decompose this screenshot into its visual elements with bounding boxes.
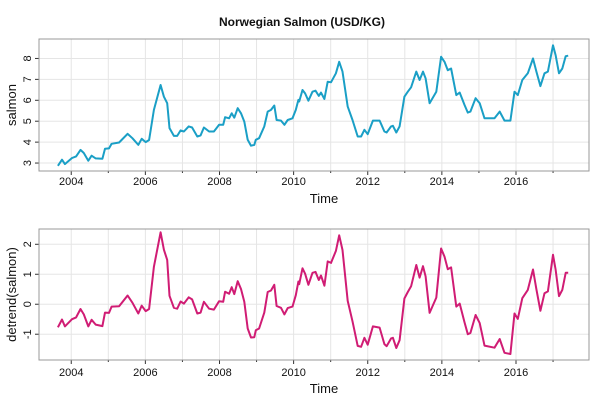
panel-border bbox=[39, 229, 589, 360]
x-tick-label: 2008 bbox=[207, 367, 231, 379]
x-tick-label: 2014 bbox=[430, 367, 454, 379]
x-tick-label: 2006 bbox=[133, 367, 157, 379]
y-tick-label: 2 bbox=[22, 241, 34, 247]
chart-title: Norwegian Salmon (USD/KG) bbox=[219, 15, 385, 29]
y-tick-label: 6 bbox=[22, 97, 34, 103]
x-tick-label: 2010 bbox=[281, 367, 305, 379]
y-tick-label: 5 bbox=[22, 118, 34, 124]
x-tick-label: 2008 bbox=[207, 176, 231, 188]
detrend-panel: 2004 2006 2008 2010 2012 2014 2016 -1 0 1 2 Time det… bbox=[4, 229, 589, 396]
y-tick-label: 8 bbox=[22, 55, 34, 61]
salmon-series-line bbox=[58, 45, 568, 166]
x-axis-label: Time bbox=[310, 381, 338, 396]
x-tick-label: 2016 bbox=[504, 367, 528, 379]
x-tick-label: 2012 bbox=[355, 176, 379, 188]
x-tick-label: 2016 bbox=[504, 176, 528, 188]
y-tick-label: 3 bbox=[22, 160, 34, 166]
x-tick-label: 2006 bbox=[133, 176, 157, 188]
x-axis-label: Time bbox=[310, 191, 338, 206]
x-tick-label: 2004 bbox=[59, 367, 83, 379]
y-axis-label: detrend(salmon) bbox=[4, 247, 19, 342]
x-tick-label: 2012 bbox=[355, 367, 379, 379]
detrend-series-line bbox=[58, 232, 568, 354]
salmon-panel: 2004 2006 2008 2010 2012 2014 2016 3 4 5 6 7 8 Time sa… bbox=[4, 39, 589, 206]
x-tick-label: 2004 bbox=[59, 176, 83, 188]
y-tick-label: 4 bbox=[22, 139, 34, 145]
x-tick-label: 2014 bbox=[430, 176, 454, 188]
x-tick-label: 2010 bbox=[281, 176, 305, 188]
y-tick-label: -1 bbox=[22, 329, 34, 339]
y-tick-label: 7 bbox=[22, 76, 34, 82]
y-tick-label: 0 bbox=[22, 301, 34, 307]
y-axis-label: salmon bbox=[4, 84, 19, 126]
y-tick-label: 1 bbox=[22, 271, 34, 277]
